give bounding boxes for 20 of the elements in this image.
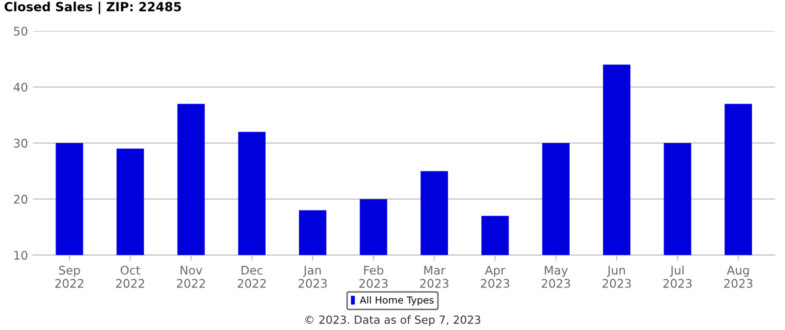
chart-title: Closed Sales | ZIP: 22485 — [4, 2, 181, 14]
x-tick-label: Sep 2022 — [55, 266, 84, 288]
x-tick-label: Aug 2023 — [724, 266, 752, 288]
legend-label: All Home Types — [360, 296, 434, 306]
y-tick-label: 20 — [14, 194, 28, 204]
y-tick-label: 10 — [14, 250, 28, 260]
x-tick-label: Jul 2023 — [663, 266, 692, 288]
y-tick-label: 50 — [14, 26, 28, 36]
text: © 2023. Data as of Sep 7, 2023 — [305, 315, 480, 326]
x-tick-label: Mar 2023 — [420, 266, 448, 288]
x-tick-label: Jun 2023 — [602, 266, 631, 288]
x-tick-label: Apr 2023 — [480, 266, 510, 288]
x-tick-label: May 2023 — [542, 266, 570, 288]
x-tick-label: Jan 2023 — [298, 266, 327, 288]
y-tick-label: 30 — [14, 138, 28, 148]
x-tick-label: Nov 2022 — [176, 266, 205, 288]
y-tick-label: 40 — [14, 82, 28, 92]
x-tick-label: Dec 2022 — [238, 266, 266, 288]
x-tick-label: Feb 2023 — [359, 266, 388, 288]
x-tick-label: Oct 2022 — [116, 266, 144, 288]
